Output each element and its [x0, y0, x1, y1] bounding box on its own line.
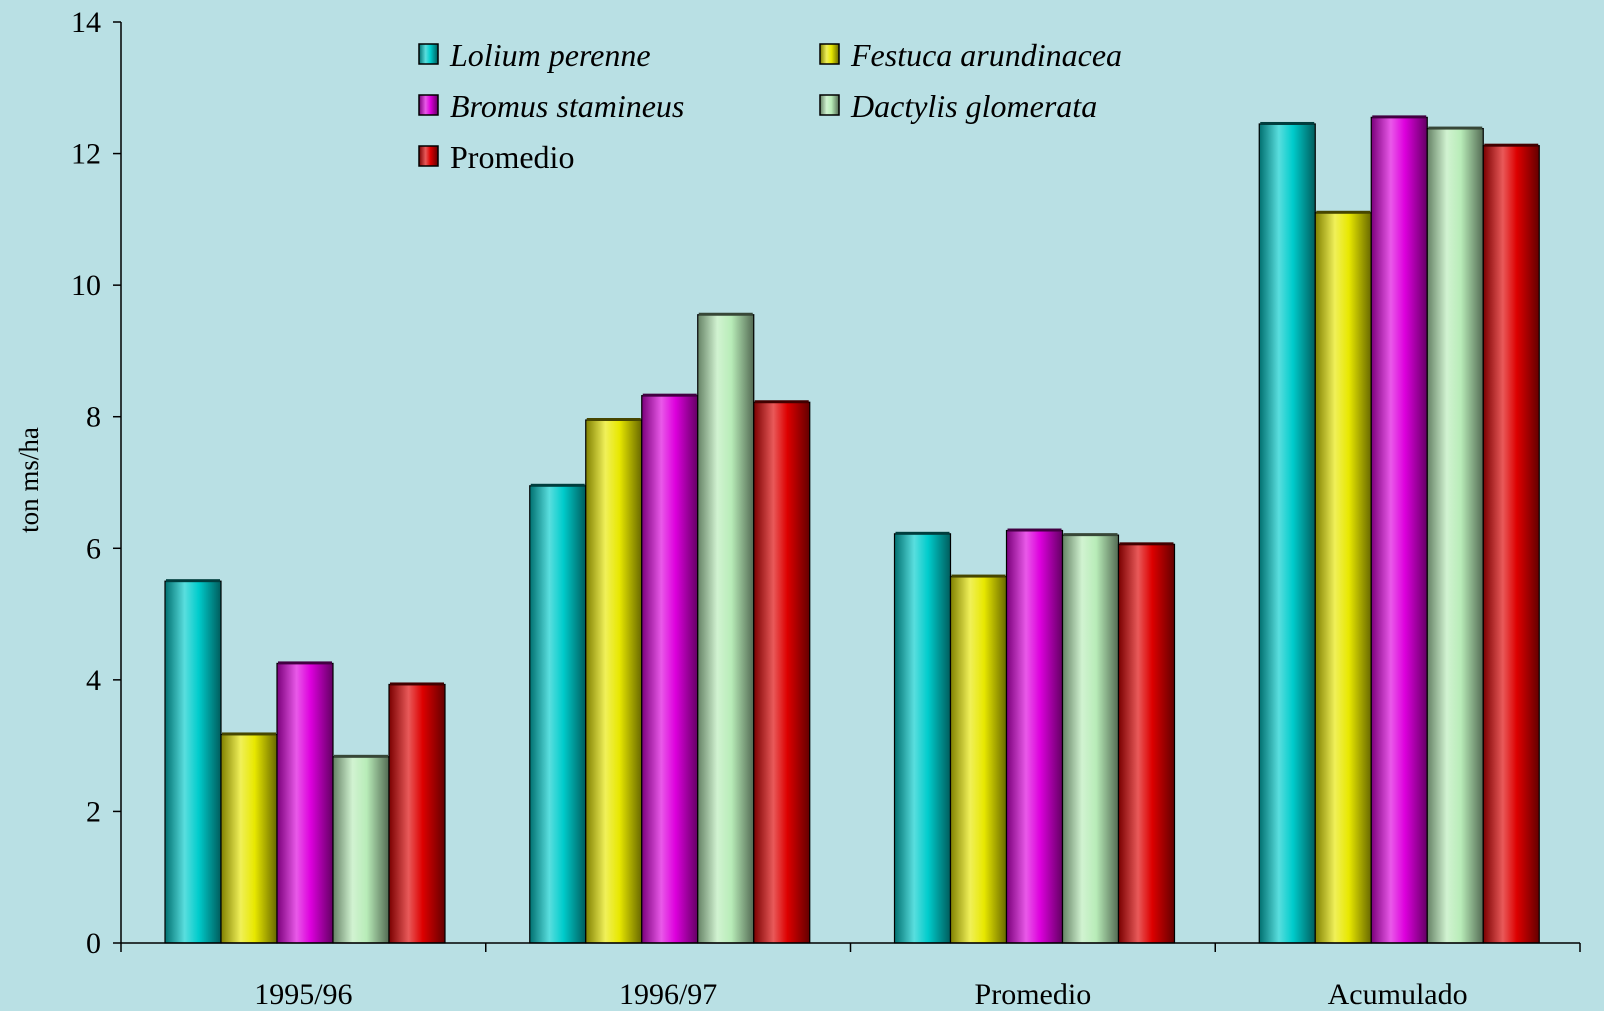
bar [1117, 542, 1176, 944]
legend-item: Festuca arundinacea [819, 37, 1122, 73]
x-categories: 1995/96 1996/97 Promedio Acumulado [120, 943, 1581, 1011]
y-tick-label: 4 [86, 664, 101, 697]
legend-swatch [819, 43, 840, 65]
bar [1061, 533, 1120, 944]
legend-item: Promedio [418, 139, 574, 175]
legend-label: Festuca arundinacea [850, 37, 1122, 73]
y-ticks: 0 2 4 6 8 10 12 14 [71, 6, 121, 960]
legend-item: Bromus stamineus [418, 88, 684, 124]
bar [529, 483, 587, 944]
legend-item: Lolium perenne [418, 37, 651, 73]
y-tick-label: 14 [71, 6, 101, 39]
x-category-label: Promedio [975, 978, 1092, 1011]
bar [332, 754, 390, 944]
bar [949, 574, 1008, 944]
x-category-label: 1996/97 [619, 978, 717, 1011]
legend-label: Lolium perenne [449, 37, 651, 73]
bar [1482, 143, 1540, 944]
bars-layer [164, 115, 1540, 944]
y-tick-label: 6 [86, 532, 101, 565]
bar [585, 418, 643, 944]
bar [753, 400, 811, 944]
bar [697, 312, 755, 944]
legend-label: Promedio [450, 139, 574, 175]
bar [1005, 528, 1064, 944]
y-tick-label: 8 [86, 401, 101, 434]
y-tick-label: 2 [86, 795, 101, 828]
bar [1426, 126, 1484, 944]
bar [1370, 115, 1428, 944]
y-tick-label: 12 [71, 138, 101, 171]
legend-label: Bromus stamineus [450, 88, 684, 124]
bar [276, 661, 334, 944]
x-category-label: 1995/96 [254, 978, 352, 1011]
legend-swatch [418, 94, 439, 116]
bar [164, 579, 222, 944]
y-axis-title: ton ms/ha [14, 427, 44, 533]
bar [220, 732, 278, 944]
bar [641, 393, 699, 944]
x-category-label: Acumulado [1328, 978, 1468, 1011]
y-tick-label: 10 [71, 269, 101, 302]
bar [1314, 210, 1372, 944]
legend-label: Dactylis glomerata [850, 88, 1097, 124]
bar [1258, 121, 1316, 944]
bar [388, 682, 446, 944]
legend: Lolium perenne Festuca arundinacea Bromus … [418, 37, 1122, 175]
legend-item: Dactylis glomerata [819, 88, 1097, 124]
legend-swatch [819, 94, 840, 116]
y-tick-label: 0 [86, 927, 101, 960]
legend-swatch [418, 43, 439, 65]
bar [893, 531, 952, 944]
legend-swatch [418, 145, 439, 167]
